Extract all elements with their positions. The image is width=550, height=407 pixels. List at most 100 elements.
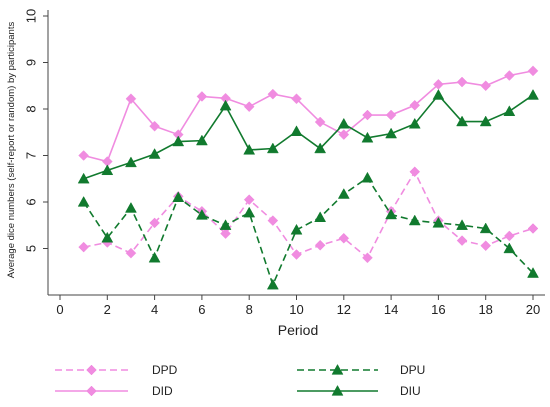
x-tick-label: 10 — [289, 302, 303, 317]
series-dpd-point — [409, 166, 421, 178]
x-tick-label: 2 — [104, 302, 111, 317]
series-did-point — [314, 116, 326, 128]
x-tick-label: 8 — [246, 302, 253, 317]
series-did-point — [196, 91, 208, 102]
series-diu-point — [290, 125, 303, 136]
series-diu-point — [503, 105, 516, 116]
x-tick-label: 18 — [478, 302, 492, 317]
series-dpu-point — [243, 206, 256, 218]
series-diu-point — [479, 115, 492, 127]
series-diu-point — [527, 89, 539, 100]
series-did-point — [409, 99, 421, 111]
series-dpu-point — [408, 214, 421, 226]
legend-item-dpd: DPD — [55, 363, 178, 377]
series-did-point — [149, 120, 160, 132]
x-tick-label: 0 — [56, 302, 63, 317]
x-axis-title: Period — [278, 322, 318, 338]
series-did-point — [267, 88, 279, 100]
series-diu-point — [77, 172, 90, 184]
series-dpu-point — [337, 188, 350, 199]
series-did-line — [83, 70, 534, 163]
series-did-point — [243, 101, 255, 113]
series-diu — [77, 89, 539, 184]
series-did-point — [503, 70, 515, 81]
series-dpu-point — [172, 191, 185, 202]
legend-item-diu: DIU — [297, 384, 421, 398]
series-did-point — [456, 76, 468, 88]
series-diu-point — [337, 117, 350, 129]
series-dpu-point — [456, 219, 468, 230]
series-did-point — [480, 80, 492, 92]
chart-series — [77, 65, 539, 290]
x-tick-label: 14 — [384, 302, 398, 317]
series-dpu-point — [77, 195, 90, 207]
series-dpd-point — [314, 239, 326, 251]
series-dpd-point — [527, 223, 539, 234]
legend-label: DPU — [400, 363, 425, 377]
series-dpd-point — [267, 215, 279, 226]
y-axis-title: Average dice numbers (self-report or ran… — [6, 22, 17, 279]
series-dpu-point — [290, 223, 303, 235]
series-dpu-point — [503, 242, 516, 254]
series-dpd-point — [480, 240, 492, 252]
series-did-point — [125, 93, 137, 105]
chart-axes: 5 6 7 8 9 10 0 2 4 6 8 10 12 14 16 18 20 — [23, 9, 545, 317]
chart-legend: DPD DPU DID DIU — [55, 363, 425, 398]
series-diu-point — [172, 135, 185, 147]
legend-item-did: DID — [55, 384, 173, 398]
series-dpd-point — [456, 235, 468, 246]
x-tick-label: 16 — [431, 302, 445, 317]
x-tick-label: 4 — [151, 302, 158, 317]
series-did — [78, 65, 539, 167]
series-did-point — [338, 129, 350, 140]
series-dpd — [78, 166, 539, 264]
series-dpd-point — [125, 247, 137, 259]
series-dpd-point — [503, 230, 515, 242]
series-dpu-point — [219, 219, 232, 230]
x-tick-label: 20 — [526, 302, 540, 317]
series-dpd-point — [362, 252, 373, 264]
series-dpu-point — [266, 278, 279, 290]
legend-label: DID — [152, 384, 173, 398]
series-did-point — [78, 150, 90, 161]
y-tick-label: 7 — [23, 152, 38, 159]
series-diu-point — [314, 142, 327, 154]
series-dpd-point — [78, 241, 90, 253]
series-did-point — [362, 109, 373, 121]
series-dpu-point — [432, 216, 445, 228]
series-diu-line — [83, 93, 534, 180]
series-dpd-point — [220, 228, 231, 239]
series-dpu-point — [385, 208, 398, 220]
series-did-point — [527, 65, 539, 77]
series-dpd-point — [291, 249, 302, 260]
legend-item-dpu: DPU — [297, 363, 425, 377]
series-dpu-point — [101, 231, 114, 243]
series-diu-point — [219, 99, 232, 111]
series-dpd-point — [149, 217, 160, 229]
y-tick-label: 10 — [23, 9, 38, 23]
series-dpu-point — [479, 222, 492, 234]
x-tick-label: 6 — [198, 302, 205, 317]
series-diu-point — [456, 115, 468, 127]
series-dpu-point — [361, 171, 374, 183]
y-tick-label: 9 — [23, 59, 38, 66]
series-dpu-point — [195, 209, 208, 220]
legend-marker — [331, 384, 344, 396]
x-tick-label: 12 — [337, 302, 351, 317]
series-dpu-line — [82, 176, 534, 288]
series-did-point — [385, 109, 397, 121]
series-diu-point — [148, 148, 161, 159]
series-diu-point — [101, 164, 114, 176]
series-dpu-point — [148, 251, 161, 263]
series-diu-point — [243, 143, 256, 155]
series-diu-point — [408, 117, 421, 129]
y-tick-label: 8 — [23, 105, 38, 112]
legend-marker — [86, 364, 97, 376]
series-did-point — [291, 93, 302, 105]
legend-label: DIU — [400, 384, 421, 398]
series-dpu-point — [527, 267, 539, 278]
y-tick-label: 6 — [23, 198, 38, 205]
legend-marker — [86, 385, 97, 397]
series-diu-point — [432, 89, 445, 100]
